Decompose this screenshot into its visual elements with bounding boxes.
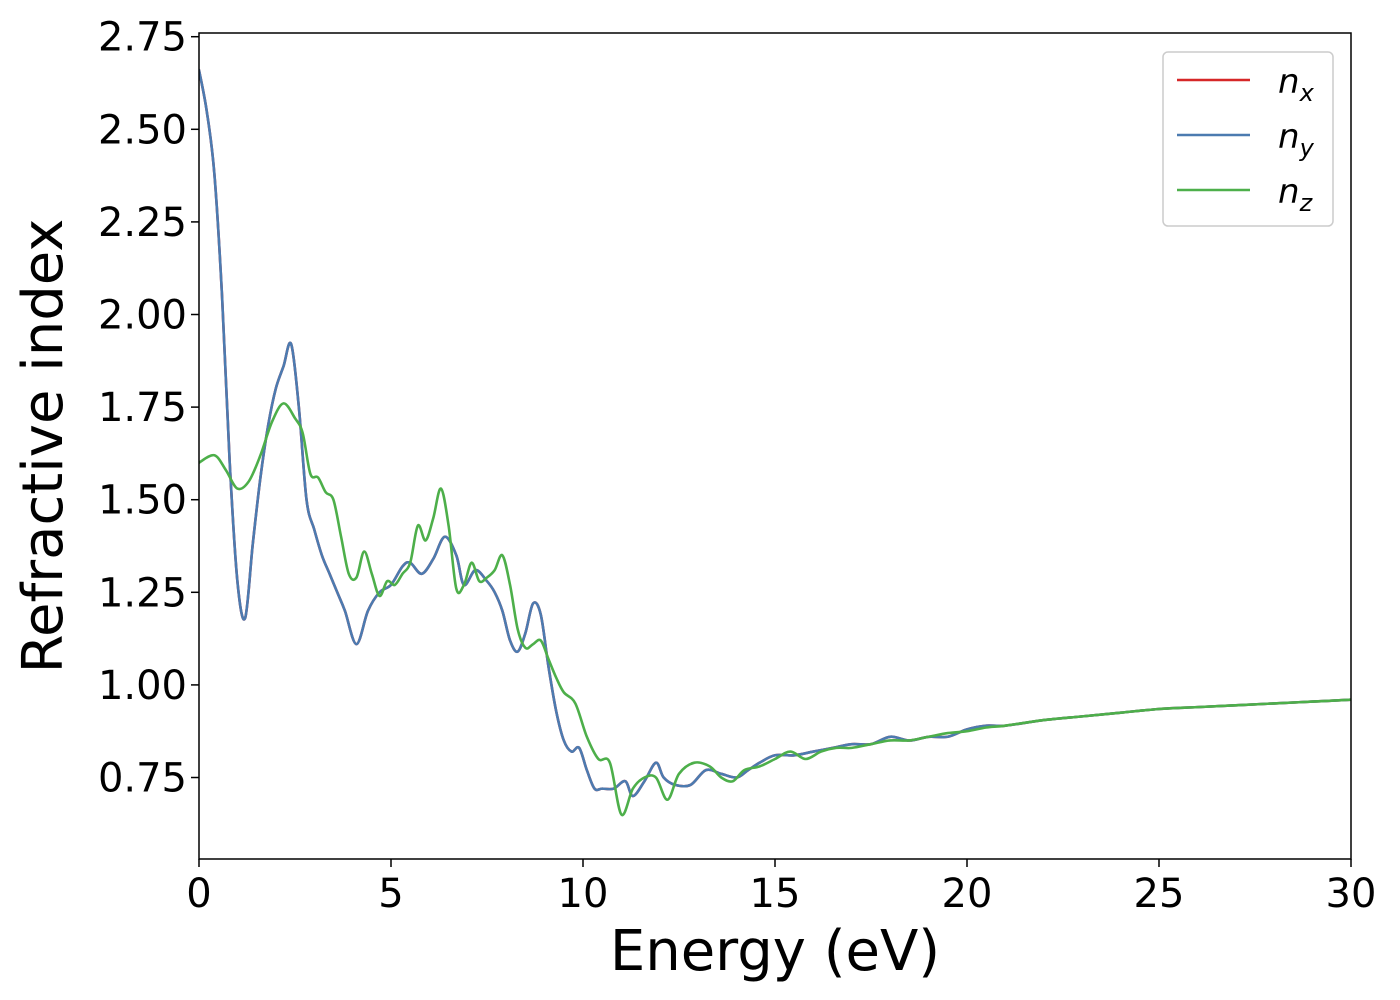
y-tick-label: 2.00 (98, 293, 187, 339)
y-tick-label: 1.25 (98, 570, 187, 616)
legend-label-n-y: ny (1278, 117, 1315, 162)
y-tick-label: 2.75 (98, 15, 187, 61)
legend-label-subscript: z (1299, 189, 1314, 217)
series-layer (199, 68, 1351, 817)
legend-label-main: n (1278, 117, 1300, 157)
y-axis-title: Refractive index (11, 219, 76, 674)
y-tick-label: 1.75 (98, 385, 187, 431)
legend-label-n-x: nx (1278, 62, 1315, 107)
y-tick-label: 1.00 (98, 663, 187, 709)
x-axis-title: Energy (eV) (610, 919, 940, 984)
x-tick-label: 30 (1326, 871, 1377, 917)
y-tick-label: 1.50 (98, 478, 187, 524)
x-tick-label: 15 (750, 871, 801, 917)
x-tick-label: 10 (558, 871, 609, 917)
x-tick-label: 5 (378, 871, 403, 917)
x-tick-label: 25 (1134, 871, 1185, 917)
y-tick-label: 2.25 (98, 200, 187, 246)
legend-label-main: n (1278, 62, 1300, 102)
y-axis: 0.75 1.00 1.25 1.50 1.75 2.00 2.25 2.50 2.75 (98, 15, 199, 802)
x-tick-label: 0 (186, 871, 211, 917)
plot-area (199, 33, 1351, 859)
legend-label-subscript: x (1299, 79, 1315, 107)
legend-label-subscript: y (1299, 134, 1315, 162)
legend-label-main: n (1278, 172, 1300, 212)
x-axis: 0 5 10 15 20 25 30 (186, 859, 1376, 917)
legend-box (1162, 51, 1334, 227)
y-tick-label: 2.50 (98, 107, 187, 153)
x-tick-label: 20 (942, 871, 993, 917)
y-tick-label: 0.75 (98, 756, 187, 802)
series-line-n-z (199, 402, 1351, 817)
legend-label-n-z: nz (1278, 172, 1314, 217)
